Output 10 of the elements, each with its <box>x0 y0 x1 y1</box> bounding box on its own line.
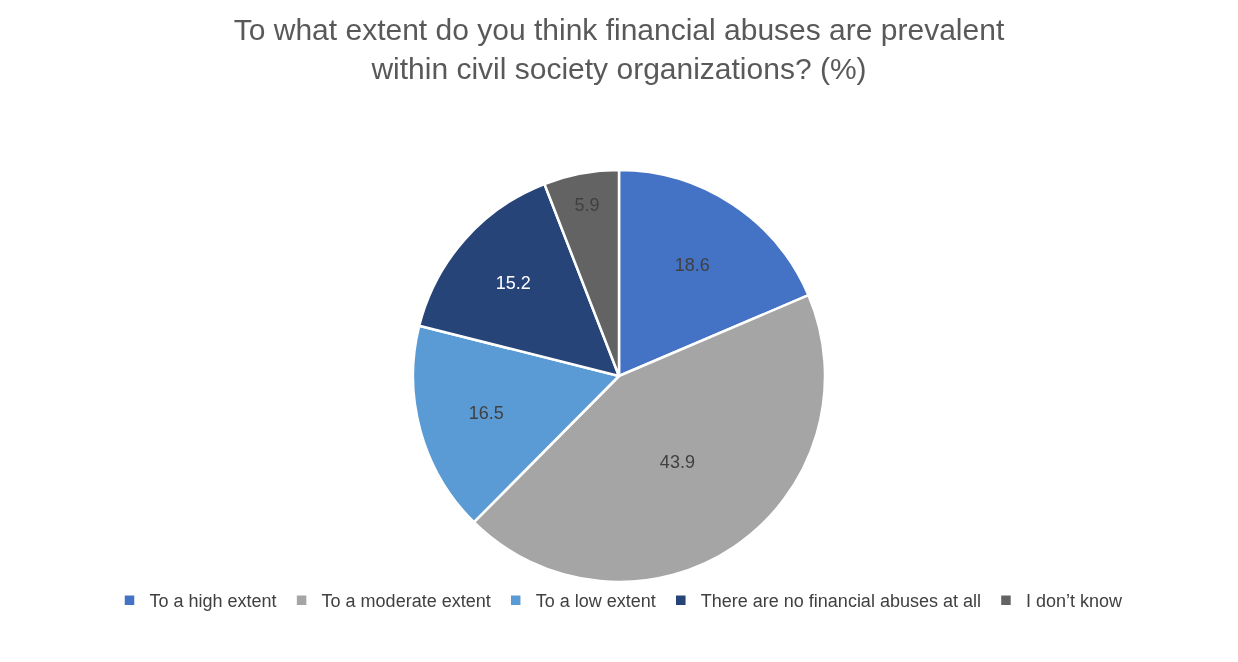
legend-label: I don’t know <box>1025 591 1124 612</box>
chart-title: To what extent do you think financial abuses are prevalent within civil society organizations? (%) <box>233 12 1005 85</box>
data-label: 15.2 <box>495 272 531 293</box>
data-label: 43.9 <box>659 452 695 473</box>
legend-label: To a moderate extent <box>321 591 491 612</box>
legend-label: There are no financial abuses at all <box>700 591 981 612</box>
data-label: 18.6 <box>674 255 710 276</box>
data-label: 16.5 <box>468 402 504 423</box>
legend-label: To a low extent <box>535 591 656 612</box>
legend-label: To a high extent <box>149 591 277 612</box>
